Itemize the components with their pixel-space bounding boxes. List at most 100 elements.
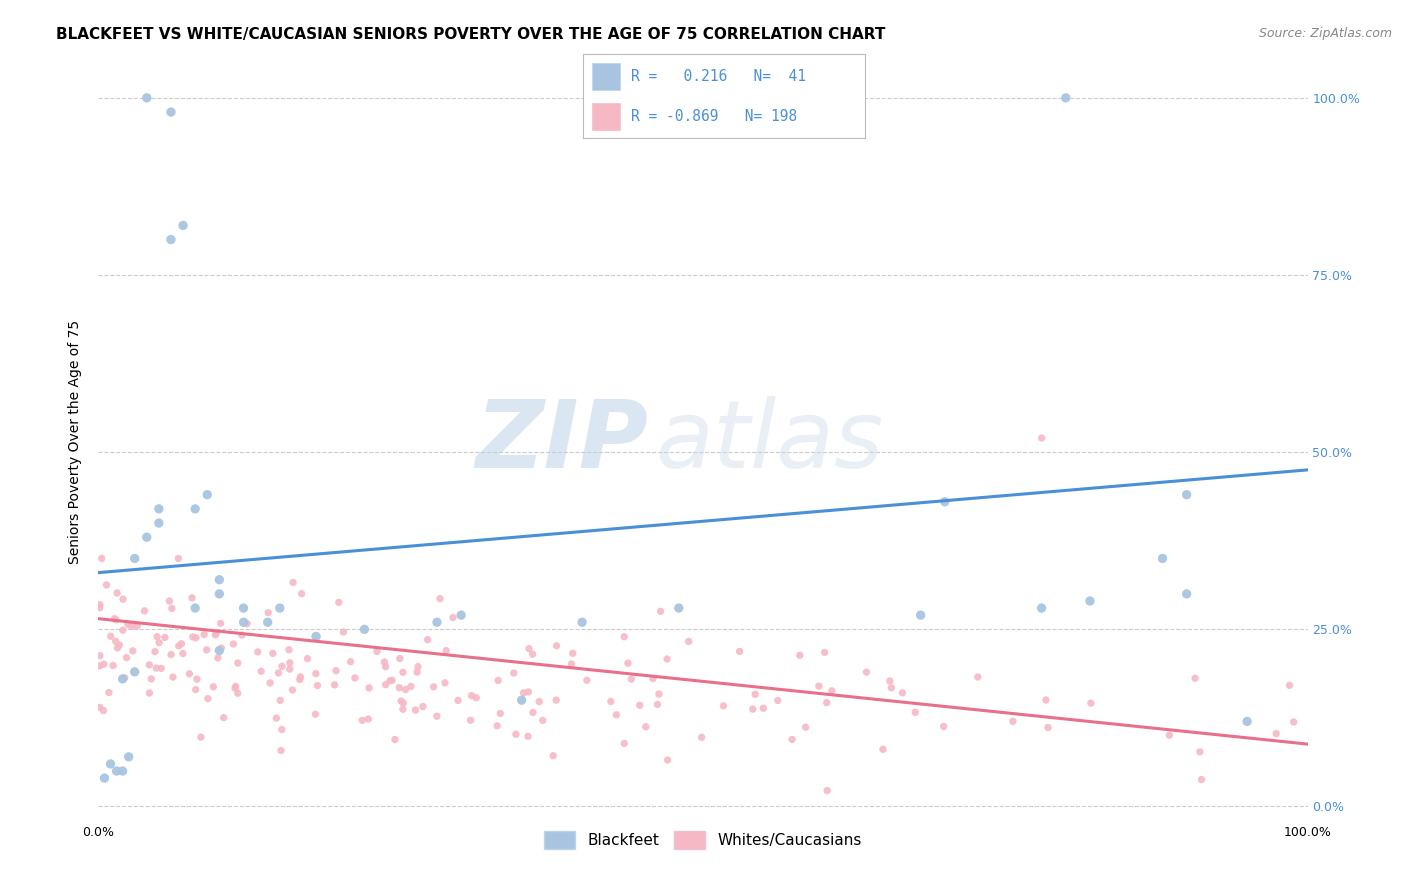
Point [904,706,927,720]
Point [339,655,361,669]
Point [222,637,245,651]
Point [307,679,329,693]
Point [124,665,146,679]
Point [766,693,789,707]
Point [236,616,259,631]
Point [392,702,415,716]
Point [1152,551,1174,566]
Point [278,656,301,670]
Point [250,665,273,679]
Point [278,642,301,657]
Point [422,680,444,694]
Point [97,685,120,699]
Point [880,681,903,695]
Point [271,659,294,673]
Point [1078,594,1101,608]
Point [153,631,176,645]
Point [575,673,598,688]
Point [108,638,131,652]
Point [224,681,246,695]
Point [891,686,914,700]
Bar [592,62,620,90]
Point [617,656,640,670]
Point [111,624,134,638]
Point [641,672,664,686]
Point [160,648,183,662]
Point [138,686,160,700]
Point [208,573,231,587]
Point [399,679,422,693]
Point [510,693,533,707]
Point [101,658,124,673]
Point [208,587,231,601]
Point [605,707,627,722]
Point [392,696,415,710]
Point [121,644,143,658]
Point [412,699,434,714]
Point [204,628,226,642]
Point [571,615,593,630]
Point [741,702,763,716]
Point [1031,601,1053,615]
Point [634,720,657,734]
Point [752,701,775,715]
Point [426,615,449,630]
Point [184,682,207,697]
Point [343,671,366,685]
Point [1035,693,1057,707]
Point [103,612,125,626]
Point [104,613,127,627]
Point [394,682,416,697]
Point [226,686,249,700]
Point [184,631,207,645]
Point [489,706,512,721]
Point [259,676,281,690]
Point [546,639,568,653]
Point [115,650,138,665]
Point [111,764,134,778]
Point [207,651,229,665]
Point [202,680,225,694]
Point [678,634,700,648]
Point [162,670,184,684]
Point [932,719,955,733]
Point [145,661,167,675]
Point [297,651,319,665]
Point [172,219,194,233]
Point [193,627,215,641]
Point [441,610,464,624]
Point [613,630,636,644]
Point [89,700,111,714]
Point [1175,587,1198,601]
Text: Source: ZipAtlas.com: Source: ZipAtlas.com [1258,27,1392,40]
Point [1282,714,1305,729]
Point [89,648,111,663]
Point [112,592,135,607]
Point [613,736,636,750]
Point [232,601,254,615]
Point [270,723,292,737]
Text: ZIP: ZIP [475,395,648,488]
Point [208,643,231,657]
Point [209,616,232,631]
Point [668,601,690,615]
Point [105,764,128,778]
Point [197,691,219,706]
Point [100,629,122,643]
Point [146,630,169,644]
Point [323,678,346,692]
Point [450,608,472,623]
Point [486,719,509,733]
Point [546,693,568,707]
Point [381,673,404,688]
Point [226,656,249,670]
Point [209,641,232,656]
Point [124,551,146,566]
Point [389,694,412,708]
Point [406,659,429,673]
Point [143,644,166,658]
Point [93,657,115,672]
Point [167,551,190,566]
Point [531,714,554,728]
Point [1191,772,1213,787]
